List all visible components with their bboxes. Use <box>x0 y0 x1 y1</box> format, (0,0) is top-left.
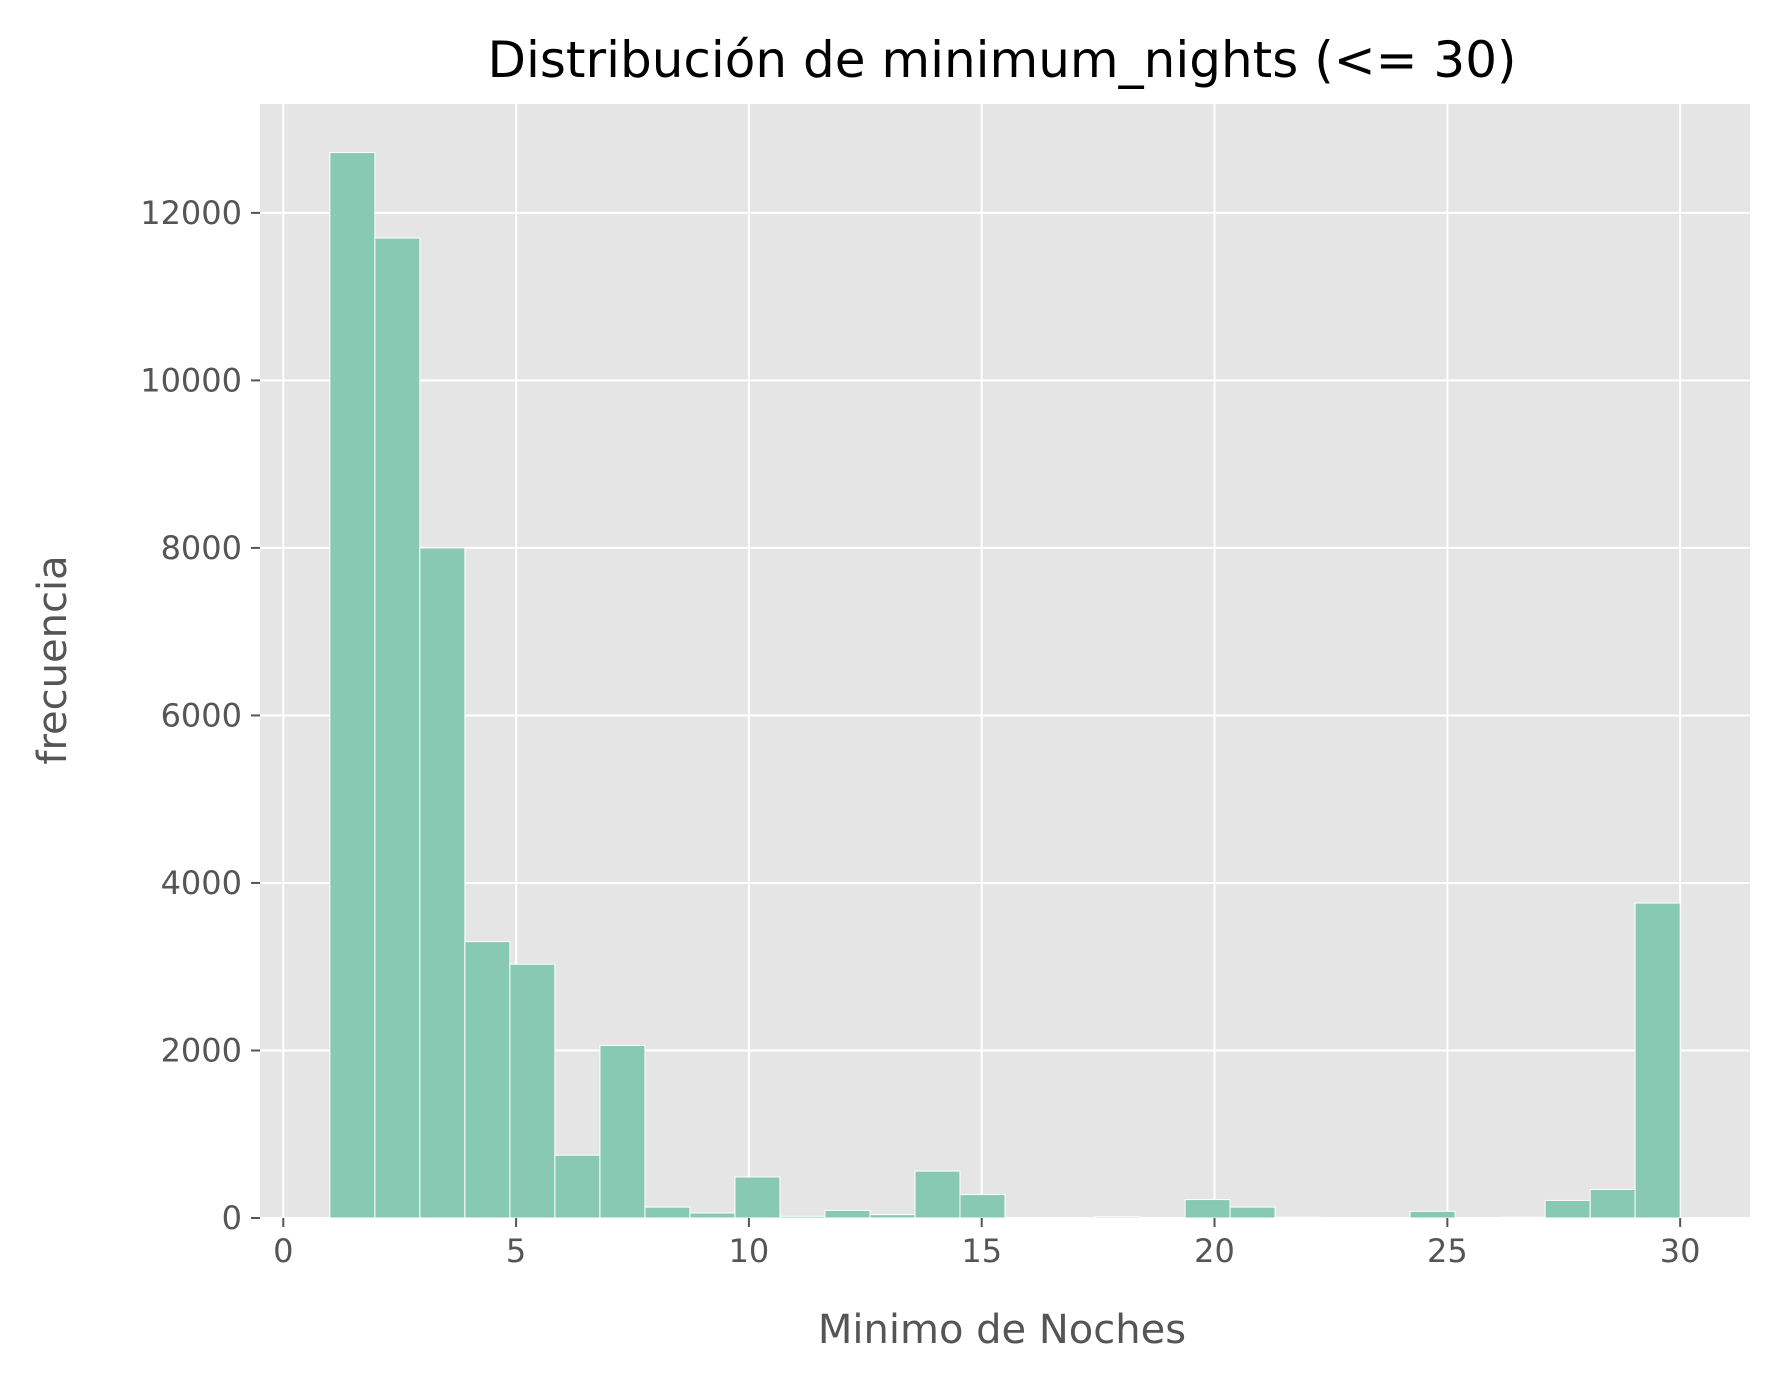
y-axis-ticks: 0 2000 4000 6000 8000 10000 12000 <box>140 194 260 1237</box>
histogram-bar <box>1274 1216 1321 1219</box>
histogram-bar <box>914 1170 961 1219</box>
x-tick-label: 20 <box>1194 1232 1235 1270</box>
x-tick-label: 5 <box>506 1232 526 1270</box>
histogram-bar <box>1094 1216 1141 1219</box>
y-tick-label: 4000 <box>161 864 242 902</box>
x-tick-label: 0 <box>273 1232 293 1270</box>
y-tick-label: 12000 <box>140 194 242 232</box>
histogram-bar <box>779 1215 826 1219</box>
histogram-bar <box>824 1209 871 1219</box>
histogram-bar <box>1184 1199 1231 1219</box>
y-tick-label: 8000 <box>161 529 242 567</box>
x-tick-label: 25 <box>1427 1232 1468 1270</box>
x-axis-label: Minimo de Noches <box>818 1307 1186 1353</box>
histogram-bar <box>554 1154 601 1219</box>
histogram-bar <box>1499 1216 1546 1219</box>
y-axis-label: frecuencia <box>30 555 76 764</box>
histogram-bar <box>959 1194 1006 1219</box>
histogram-bar <box>509 963 556 1219</box>
chart-title: Distribución de minimum_nights (<= 30) <box>487 31 1516 89</box>
y-tick-label: 10000 <box>140 361 242 399</box>
x-axis-ticks: 0 5 10 15 20 25 30 <box>273 1218 1701 1270</box>
histogram-bar <box>644 1206 691 1219</box>
histogram-bar <box>689 1212 736 1219</box>
histogram-bar <box>1229 1206 1276 1219</box>
y-tick-label: 0 <box>222 1199 242 1237</box>
x-tick-label: 15 <box>961 1232 1002 1270</box>
histogram-bars <box>329 152 1681 1219</box>
y-tick-label: 6000 <box>161 696 242 734</box>
histogram-bar <box>464 941 511 1219</box>
histogram-bar <box>1634 902 1681 1219</box>
histogram-bar <box>1409 1210 1456 1219</box>
histogram-bar <box>599 1044 646 1219</box>
histogram-bar <box>869 1214 916 1219</box>
histogram-bar <box>419 547 466 1219</box>
histogram-bar <box>1544 1199 1591 1219</box>
histogram-bar <box>329 152 376 1219</box>
histogram-bar <box>374 237 421 1219</box>
histogram-bar <box>734 1176 781 1219</box>
x-tick-label: 30 <box>1660 1232 1701 1270</box>
x-tick-label: 10 <box>729 1232 770 1270</box>
histogram-bar <box>1589 1189 1636 1219</box>
y-tick-label: 2000 <box>161 1031 242 1069</box>
